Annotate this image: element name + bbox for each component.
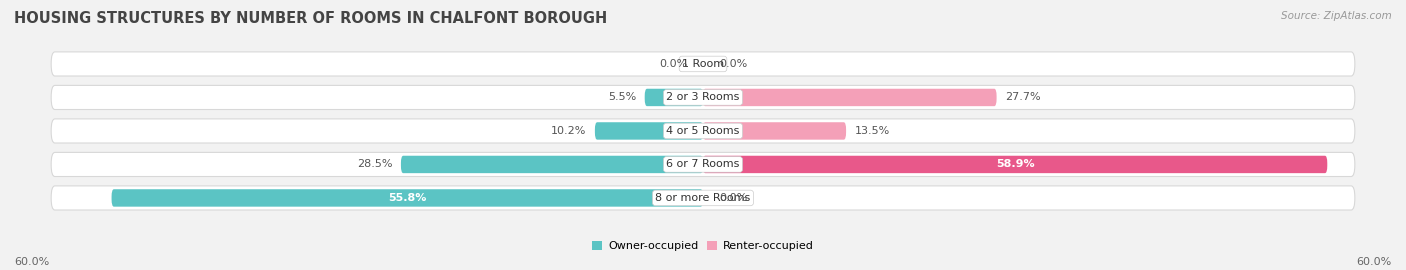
FancyBboxPatch shape [51, 52, 1355, 76]
FancyBboxPatch shape [401, 156, 703, 173]
Text: 55.8%: 55.8% [388, 193, 426, 203]
Text: 60.0%: 60.0% [14, 257, 49, 267]
Text: 0.0%: 0.0% [718, 193, 747, 203]
FancyBboxPatch shape [51, 119, 1355, 143]
FancyBboxPatch shape [595, 122, 703, 140]
Text: Source: ZipAtlas.com: Source: ZipAtlas.com [1281, 11, 1392, 21]
Text: 60.0%: 60.0% [1357, 257, 1392, 267]
FancyBboxPatch shape [703, 122, 846, 140]
FancyBboxPatch shape [645, 89, 703, 106]
Text: 58.9%: 58.9% [995, 160, 1035, 170]
FancyBboxPatch shape [703, 89, 997, 106]
FancyBboxPatch shape [703, 156, 1327, 173]
FancyBboxPatch shape [111, 189, 703, 207]
Text: 13.5%: 13.5% [855, 126, 890, 136]
Text: HOUSING STRUCTURES BY NUMBER OF ROOMS IN CHALFONT BOROUGH: HOUSING STRUCTURES BY NUMBER OF ROOMS IN… [14, 11, 607, 26]
Text: 0.0%: 0.0% [659, 59, 688, 69]
Text: 2 or 3 Rooms: 2 or 3 Rooms [666, 92, 740, 102]
Text: 4 or 5 Rooms: 4 or 5 Rooms [666, 126, 740, 136]
Text: 8 or more Rooms: 8 or more Rooms [655, 193, 751, 203]
Text: 6 or 7 Rooms: 6 or 7 Rooms [666, 160, 740, 170]
Text: 10.2%: 10.2% [551, 126, 586, 136]
FancyBboxPatch shape [51, 186, 1355, 210]
Text: 27.7%: 27.7% [1005, 92, 1040, 102]
Legend: Owner-occupied, Renter-occupied: Owner-occupied, Renter-occupied [588, 237, 818, 256]
FancyBboxPatch shape [51, 85, 1355, 110]
Text: 28.5%: 28.5% [357, 160, 392, 170]
Text: 0.0%: 0.0% [718, 59, 747, 69]
Text: 5.5%: 5.5% [607, 92, 637, 102]
Text: 1 Room: 1 Room [682, 59, 724, 69]
FancyBboxPatch shape [51, 152, 1355, 177]
